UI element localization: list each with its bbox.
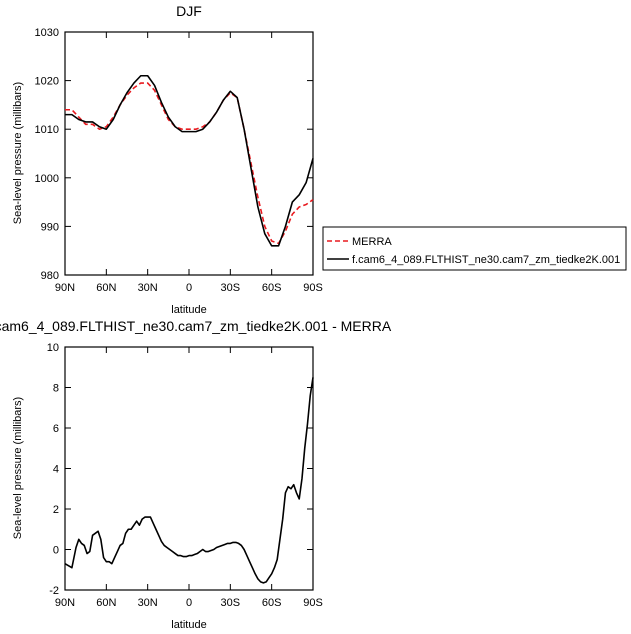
top-y-ticks: 980 990 1000 1010 1020 1030 bbox=[35, 27, 313, 282]
top-series-lines bbox=[65, 74, 314, 247]
bottom-y-tick-label: 0 bbox=[53, 545, 59, 557]
bottom-y-tick-label: 10 bbox=[47, 342, 59, 354]
legend: MERRA f.cam6_4_089.FLTHIST_ne30.cam7_zm_… bbox=[322, 226, 627, 271]
bottom-series-lines bbox=[64, 377, 314, 584]
bottom-x-ticks: 90N 60N 30N 0 30S 60S 90S bbox=[55, 347, 323, 609]
top-x-tick-label: 60S bbox=[262, 282, 282, 294]
top-chart-title: DJF bbox=[176, 3, 202, 19]
top-x-tick-label: 60N bbox=[96, 282, 116, 294]
bottom-chart: f.cam6_4_089.FLTHIST_ne30.cam7_zm_tiedke… bbox=[0, 318, 392, 631]
bottom-x-tick-label: 90N bbox=[55, 597, 75, 609]
top-y-axis-label: Sea-level pressure (millibars) bbox=[12, 82, 24, 224]
top-y-tick-label: 1010 bbox=[35, 124, 59, 136]
bottom-y-tick-label: 2 bbox=[53, 504, 59, 516]
top-y-tick-label: 990 bbox=[41, 221, 59, 233]
top-x-tick-label: 90S bbox=[303, 282, 323, 294]
bottom-y-tick-label: 4 bbox=[53, 464, 59, 476]
bottom-x-tick-label: 30N bbox=[138, 597, 158, 609]
legend-box bbox=[322, 226, 627, 271]
top-y-tick-label: 1020 bbox=[35, 76, 59, 88]
bottom-x-axis-label: latitude bbox=[171, 619, 206, 631]
bottom-y-ticks: -2 0 2 4 6 8 10 bbox=[47, 342, 313, 597]
bottom-y-axis-label: Sea-level pressure (millibars) bbox=[12, 397, 24, 539]
bottom-x-tick-label: 90S bbox=[303, 597, 323, 609]
top-y-tick-label: 1000 bbox=[35, 173, 59, 185]
top-x-ticks: 90N 60N 30N 0 30S 60S 90S bbox=[55, 32, 323, 294]
top-x-axis-label: latitude bbox=[171, 304, 206, 316]
top-y-tick-label: 1030 bbox=[35, 27, 59, 39]
bottom-y-tick-label: -2 bbox=[49, 585, 59, 597]
top-x-tick-label: 90N bbox=[55, 282, 75, 294]
bottom-chart-title: f.cam6_4_089.FLTHIST_ne30.cam7_zm_tiedke… bbox=[0, 318, 392, 334]
top-chart: DJF 980 990 1000 1010 1020 1030 90N 60N 30N 0 30S… bbox=[12, 3, 323, 316]
bottom-series-line-0 bbox=[64, 377, 314, 584]
top-x-tick-label: 0 bbox=[186, 282, 192, 294]
top-series-line-1 bbox=[65, 74, 314, 247]
legend-label-merra: MERRA bbox=[352, 236, 392, 248]
bottom-x-tick-label: 30S bbox=[221, 597, 241, 609]
top-series-line-0 bbox=[65, 82, 314, 245]
bottom-x-tick-label: 60N bbox=[96, 597, 116, 609]
bottom-x-tick-label: 0 bbox=[186, 597, 192, 609]
bottom-y-tick-label: 6 bbox=[53, 423, 59, 435]
top-x-tick-label: 30N bbox=[138, 282, 158, 294]
legend-label-model: f.cam6_4_089.FLTHIST_ne30.cam7_zm_tiedke… bbox=[352, 254, 620, 266]
bottom-x-tick-label: 60S bbox=[262, 597, 282, 609]
top-plot-frame bbox=[64, 31, 314, 276]
bottom-y-tick-label: 8 bbox=[53, 383, 59, 395]
top-x-tick-label: 30S bbox=[221, 282, 241, 294]
top-y-tick-label: 980 bbox=[41, 270, 59, 282]
